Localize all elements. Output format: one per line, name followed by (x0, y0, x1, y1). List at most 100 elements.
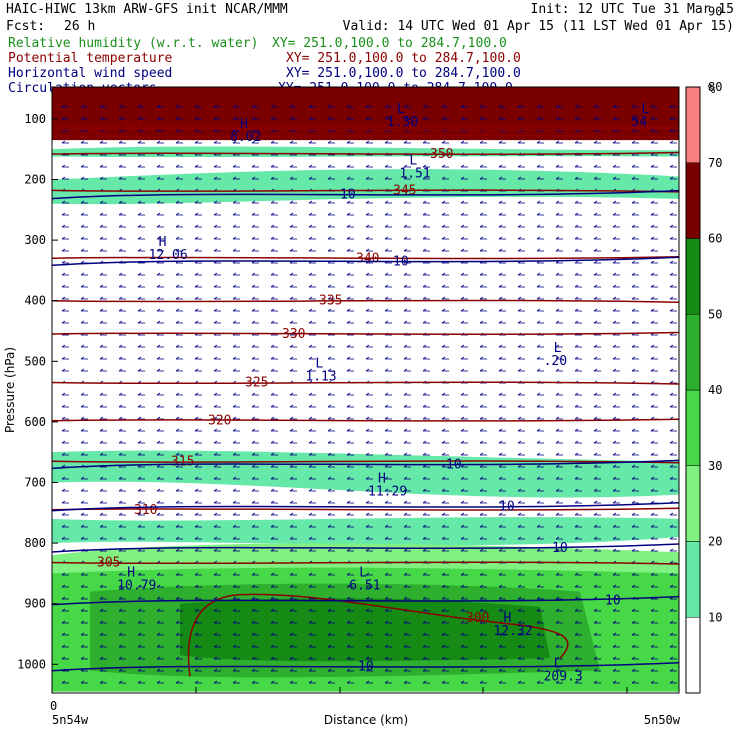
vector-arrow-head (517, 368, 522, 372)
vector-arrow-head (137, 116, 142, 120)
vector-arrow-head (61, 596, 66, 600)
vector-arrow-head (479, 548, 484, 552)
vector-arrow-head (631, 344, 636, 348)
vector-arrow-head (346, 668, 351, 672)
vector-arrow-head (498, 356, 503, 360)
vector-arrow-head (137, 536, 142, 540)
vector-arrow-head (346, 428, 351, 432)
vector-arrow-head (536, 416, 541, 420)
vector-arrow-head (346, 368, 351, 372)
vector-arrow-head (555, 176, 560, 180)
vector-arrow-head (308, 500, 313, 504)
vector-arrow-head (631, 320, 636, 324)
vector-arrow-head (80, 224, 85, 228)
vector-arrow-head (650, 668, 655, 672)
colorbar-label: 40 (708, 383, 722, 397)
vector-arrow-head (346, 656, 351, 660)
vector-arrow-head (232, 392, 237, 396)
vector-arrow-head (479, 680, 484, 684)
vector-arrow-head (118, 596, 123, 600)
vector-arrow-head (612, 140, 617, 144)
vector-arrow-head (251, 140, 256, 144)
vector-arrow-head (61, 584, 66, 588)
x-axis-label: Distance (km) (324, 713, 408, 727)
vector-arrow-head (175, 176, 180, 180)
vector-arrow-head (61, 392, 66, 396)
theta-line (187, 593, 569, 677)
vector-arrow-head (137, 428, 142, 432)
vector-arrow-head (251, 344, 256, 348)
vector-arrow-head (422, 104, 427, 108)
vector-arrow-head (156, 644, 161, 648)
vector-arrow-head (99, 524, 104, 528)
vector-arrow-head (574, 524, 579, 528)
colorbar-label: 10 (708, 610, 722, 624)
vector-arrow-head (612, 464, 617, 468)
vector-arrow-head (403, 656, 408, 660)
vector-arrow-head (631, 212, 636, 216)
vector-arrow-head (118, 164, 123, 168)
vector-arrow-head (137, 284, 142, 288)
vector-arrow-head (479, 176, 484, 180)
vector-arrow-head (80, 368, 85, 372)
vector-arrow-head (517, 536, 522, 540)
vector-arrow-head (327, 452, 332, 456)
vector-arrow-head (232, 284, 237, 288)
vector-arrow-head (118, 524, 123, 528)
vector-arrow-head (669, 260, 674, 264)
vector-arrow-head (80, 404, 85, 408)
vector-arrow-head (555, 236, 560, 240)
vector-arrow-head (213, 452, 218, 456)
vector-arrow-head (61, 368, 66, 372)
vector-arrow-head (403, 296, 408, 300)
vector-arrow-head (289, 176, 294, 180)
vector-arrow-head (289, 620, 294, 624)
vector-arrow-head (80, 488, 85, 492)
vector-arrow-head (498, 680, 503, 684)
vector-arrow-head (156, 536, 161, 540)
vector-arrow-head (555, 596, 560, 600)
vector-arrow-head (99, 500, 104, 504)
vector-arrow-head (194, 200, 199, 204)
vector-arrow-head (536, 236, 541, 240)
vector-arrow-head (213, 500, 218, 504)
vector-arrow-head (650, 440, 655, 444)
vector-arrow-head (631, 356, 636, 360)
vector-arrow-head (194, 632, 199, 636)
vector-arrow-head (137, 296, 142, 300)
vector-arrow-head (346, 140, 351, 144)
vector-arrow-head (156, 356, 161, 360)
vector-arrow-head (498, 452, 503, 456)
vector-arrow-head (327, 512, 332, 516)
vector-arrow-head (593, 116, 598, 120)
vector-arrow-head (61, 452, 66, 456)
vector-arrow-head (555, 224, 560, 228)
vector-arrow-head (593, 164, 598, 168)
vector-arrow-head (669, 428, 674, 432)
vector-arrow-head (593, 608, 598, 612)
vector-arrow-head (156, 116, 161, 120)
vector-arrow-head (498, 548, 503, 552)
vector-arrow-head (479, 308, 484, 312)
vector-arrow-head (194, 248, 199, 252)
vector-arrow-head (61, 656, 66, 660)
vector-arrow-head (384, 296, 389, 300)
colorbar-frame (685, 86, 701, 694)
vector-arrow-head (631, 104, 636, 108)
vector-arrow-head (80, 512, 85, 516)
colorbar-label: 20 (708, 535, 722, 549)
vector-arrow-head (61, 260, 66, 264)
vector-arrow-head (441, 212, 446, 216)
vector-arrow-head (498, 488, 503, 492)
vector-arrow-head (384, 464, 389, 468)
vector-arrow-head (403, 272, 408, 276)
vector-arrow-head (99, 200, 104, 204)
vector-arrow-head (213, 320, 218, 324)
vector-arrow-head (669, 644, 674, 648)
vector-arrow-head (555, 404, 560, 408)
vector-arrow-head (498, 632, 503, 636)
vector-arrow-head (593, 104, 598, 108)
vector-arrow-head (384, 368, 389, 372)
vector-arrow-head (593, 416, 598, 420)
vector-arrow-head (61, 320, 66, 324)
